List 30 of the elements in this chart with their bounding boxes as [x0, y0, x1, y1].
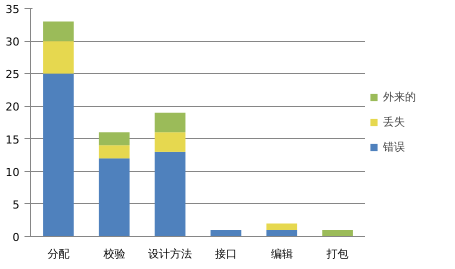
legend-label: 错误: [383, 140, 406, 154]
bar: [98, 158, 130, 236]
bar: [43, 41, 74, 74]
bar: [43, 74, 74, 236]
y-tick-label: 35: [6, 3, 20, 16]
bar: [98, 132, 130, 146]
x-tick-label: 编辑: [270, 248, 293, 260]
bar: [43, 22, 74, 42]
bar: [154, 132, 186, 152]
x-tick-label: 打包: [326, 248, 349, 260]
bar: [322, 230, 353, 236]
x-tick-label: 校验: [102, 248, 126, 260]
legend-label: 丢失: [383, 114, 406, 130]
bar: [154, 112, 186, 132]
y-tick-label: 5: [12, 198, 20, 212]
x-tick-label: 设计方法: [148, 248, 192, 260]
y-tick-label: 10: [6, 166, 20, 179]
bar: [154, 152, 186, 236]
bar: [266, 223, 298, 230]
bar: [98, 145, 130, 158]
y-tick-label: 0: [12, 231, 20, 244]
y-tick-label: 15: [6, 133, 20, 146]
y-tick-label: 25: [6, 68, 20, 82]
y-tick-label: 30: [6, 36, 20, 49]
bar: [210, 230, 242, 236]
y-tick-label: 20: [6, 100, 20, 114]
bar: [266, 230, 298, 236]
legend-label: 外来的: [383, 90, 417, 104]
x-tick-label: 接口: [214, 248, 237, 260]
x-tick-label: 分配: [47, 248, 70, 260]
